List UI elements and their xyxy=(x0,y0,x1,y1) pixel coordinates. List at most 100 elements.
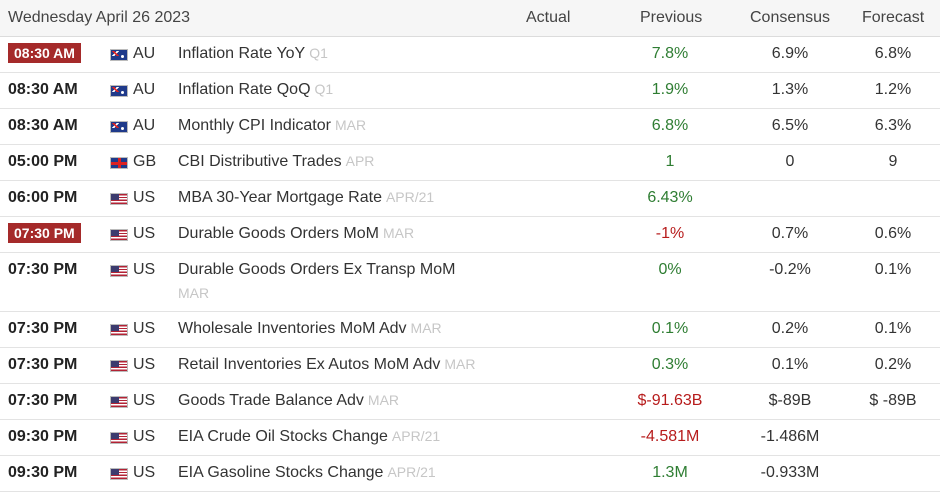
country-code: US xyxy=(133,189,156,206)
event-row[interactable]: 09:30 PM US EIA Gasoline Stocks Change APR/… xyxy=(0,456,940,492)
col-previous[interactable]: Previous xyxy=(640,9,703,26)
us-flag-icon xyxy=(110,324,128,336)
event-period: MAR xyxy=(367,392,400,408)
event-time: 08:30 AM xyxy=(8,117,78,134)
event-name-cell[interactable]: Retail Inventories Ex Autos MoM Adv MAR xyxy=(178,356,475,374)
event-name[interactable]: Durable Goods Orders MoM xyxy=(178,225,379,242)
event-time: 05:00 PM xyxy=(8,153,78,170)
event-name[interactable]: MBA 30-Year Mortgage Rate xyxy=(178,189,382,206)
event-time: 08:30 AM xyxy=(8,43,81,63)
event-name[interactable]: EIA Crude Oil Stocks Change xyxy=(178,428,388,445)
event-row[interactable]: 07:30 PM US Goods Trade Balance Adv MAR $-91… xyxy=(0,384,940,420)
event-name-cell[interactable]: MBA 30-Year Mortgage Rate APR/21 xyxy=(178,189,434,207)
us-flag-icon xyxy=(110,265,128,277)
event-period: APR xyxy=(345,153,375,169)
us-flag-icon xyxy=(110,468,128,480)
event-time: 06:00 PM xyxy=(8,189,78,206)
calendar-header: Wednesday April 26 2023 Actual Previous … xyxy=(0,0,940,37)
event-row[interactable]: 06:00 PM US MBA 30-Year Mortgage Rate APR/2… xyxy=(0,181,940,217)
previous-value: 0% xyxy=(658,261,682,278)
event-name[interactable]: EIA Gasoline Stocks Change xyxy=(178,464,384,481)
event-name[interactable]: Monthly CPI Indicator xyxy=(178,117,331,134)
forecast-value: 0.1% xyxy=(874,320,912,337)
previous-value: 6.8% xyxy=(651,117,689,134)
event-row[interactable]: 07:30 PM US Wholesale Inventories MoM Adv M… xyxy=(0,312,940,348)
country-code: US xyxy=(133,261,156,278)
us-flag-icon xyxy=(110,193,128,205)
event-row[interactable]: 07:30 PM US Durable Goods Orders Ex Transp… xyxy=(0,253,940,312)
event-name-cell[interactable]: Inflation Rate QoQ Q1 xyxy=(178,81,333,99)
event-name[interactable]: Retail Inventories Ex Autos MoM Adv xyxy=(178,356,441,373)
event-row[interactable]: 08:30 AM AU Inflation Rate QoQ Q1 1.9% 1.3% 1.… xyxy=(0,73,940,109)
event-time: 07:30 PM xyxy=(8,261,78,278)
event-name[interactable]: Inflation Rate QoQ xyxy=(178,81,311,98)
consensus-value: $-89B xyxy=(768,392,812,409)
forecast-value: 0.6% xyxy=(874,225,912,242)
previous-value: -1% xyxy=(655,225,685,242)
au-flag-icon xyxy=(110,121,128,133)
previous-value: 1.3M xyxy=(652,464,688,481)
gb-flag-icon xyxy=(110,157,128,169)
previous-value: -4.581M xyxy=(640,428,700,445)
event-name-cell[interactable]: Wholesale Inventories MoM Adv MAR xyxy=(178,320,442,338)
consensus-value: 0 xyxy=(785,153,795,170)
event-name[interactable]: Goods Trade Balance Adv xyxy=(178,392,364,409)
event-period: MAR xyxy=(178,285,210,301)
previous-value: 6.43% xyxy=(647,189,693,206)
forecast-value: 1.2% xyxy=(874,81,912,98)
event-period: APR/21 xyxy=(391,428,441,444)
event-time: 07:30 PM xyxy=(8,392,78,409)
event-name-cell[interactable]: Goods Trade Balance Adv MAR xyxy=(178,392,399,410)
event-time: 07:30 PM xyxy=(8,356,78,373)
consensus-value: 0.1% xyxy=(771,356,809,373)
country-code: US xyxy=(133,392,156,409)
event-time: 09:30 PM xyxy=(8,428,78,445)
event-row[interactable]: 08:30 AM AU Inflation Rate YoY Q1 7.8% 6.9% 6.… xyxy=(0,37,940,73)
event-name-cell[interactable]: CBI Distributive Trades APR xyxy=(178,153,374,171)
event-name-cell[interactable]: EIA Crude Oil Stocks Change APR/21 xyxy=(178,428,440,446)
event-period: Q1 xyxy=(314,81,334,97)
country-code: AU xyxy=(133,81,156,98)
us-flag-icon xyxy=(110,229,128,241)
event-name-cell[interactable]: Inflation Rate YoY Q1 xyxy=(178,45,328,63)
country-code: AU xyxy=(133,45,156,62)
event-period: MAR xyxy=(410,320,442,336)
consensus-value: 6.9% xyxy=(771,45,809,62)
consensus-value: 0.2% xyxy=(771,320,809,337)
event-list: 08:30 AM AU Inflation Rate YoY Q1 7.8% 6.9% 6.… xyxy=(0,37,940,492)
consensus-value: 1.3% xyxy=(771,81,809,98)
forecast-value: $ -89B xyxy=(869,392,917,409)
col-consensus[interactable]: Consensus xyxy=(750,9,831,26)
previous-value: 0.3% xyxy=(651,356,689,373)
us-flag-icon xyxy=(110,360,128,372)
forecast-value: 6.3% xyxy=(874,117,912,134)
consensus-value: 0.7% xyxy=(771,225,809,242)
event-time: 09:30 PM xyxy=(8,464,78,481)
event-name[interactable]: Durable Goods Orders Ex Transp MoM xyxy=(178,261,456,278)
event-name-cell[interactable]: Durable Goods Orders Ex Transp MoM MAR xyxy=(178,261,455,301)
event-name-cell[interactable]: EIA Gasoline Stocks Change APR/21 xyxy=(178,464,436,482)
country-code: GB xyxy=(133,153,157,170)
event-row[interactable]: 07:30 PM US Retail Inventories Ex Autos Mo… xyxy=(0,348,940,384)
au-flag-icon xyxy=(110,85,128,97)
event-row[interactable]: 09:30 PM US EIA Crude Oil Stocks Change APR… xyxy=(0,420,940,456)
event-name-cell[interactable]: Durable Goods Orders MoM MAR xyxy=(178,225,414,243)
country-code: AU xyxy=(133,117,156,134)
col-actual[interactable]: Actual xyxy=(526,9,571,26)
event-name-cell[interactable]: Monthly CPI Indicator MAR xyxy=(178,117,366,135)
previous-value: 7.8% xyxy=(651,45,689,62)
event-period: MAR xyxy=(444,356,476,372)
forecast-value: 6.8% xyxy=(874,45,912,62)
event-row[interactable]: 08:30 AM AU Monthly CPI Indicator MAR 6.8% 6.… xyxy=(0,109,940,145)
event-row[interactable]: 05:00 PM GB CBI Distributive Trades APR 1 0 9 xyxy=(0,145,940,181)
col-forecast[interactable]: Forecast xyxy=(862,9,925,26)
forecast-value: 0.1% xyxy=(874,261,912,278)
event-name[interactable]: CBI Distributive Trades xyxy=(178,153,342,170)
previous-value: 0.1% xyxy=(651,320,689,337)
event-row[interactable]: 07:30 PM US Durable Goods Orders MoM MAR -1%… xyxy=(0,217,940,253)
event-name[interactable]: Inflation Rate YoY xyxy=(178,45,306,62)
au-flag-icon xyxy=(110,49,128,61)
event-time: 07:30 PM xyxy=(8,223,81,243)
event-name[interactable]: Wholesale Inventories MoM Adv xyxy=(178,320,407,337)
